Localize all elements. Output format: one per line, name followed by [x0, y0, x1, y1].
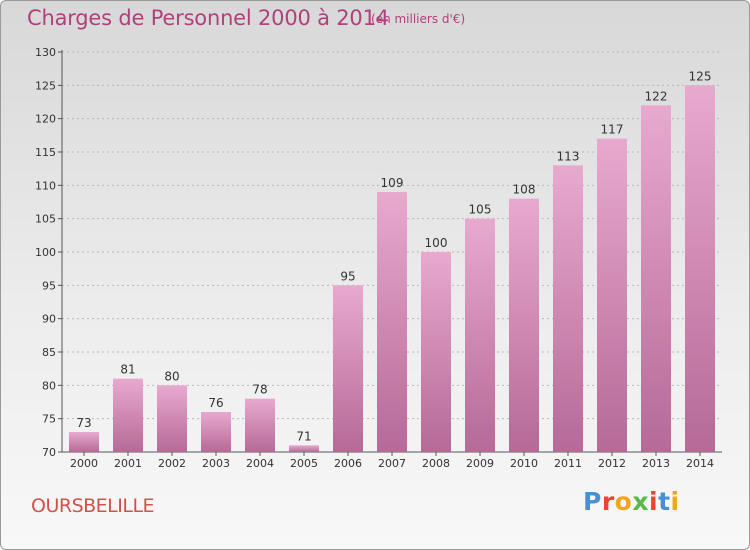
x-tick-label: 2013 [642, 457, 670, 470]
y-tick-label: 75 [42, 413, 56, 426]
proxiti-logo-letter: P [583, 487, 602, 516]
y-tick-label: 80 [42, 379, 56, 392]
y-tick-label: 130 [35, 46, 56, 59]
x-tick-label: 2014 [686, 457, 714, 470]
x-tick-label: 2000 [70, 457, 98, 470]
data-label: 117 [601, 123, 624, 137]
chart-title: Charges de Personnel 2000 à 2014 [27, 6, 389, 30]
data-label: 100 [425, 236, 448, 250]
bar [465, 218, 495, 452]
data-label: 109 [381, 176, 404, 190]
bar [69, 432, 99, 452]
x-tick-label: 2008 [422, 457, 450, 470]
x-tick-label: 2003 [202, 457, 230, 470]
data-label: 105 [469, 203, 492, 217]
proxiti-logo-letter: i [649, 487, 659, 516]
data-label: 78 [252, 383, 267, 397]
bar [553, 165, 583, 453]
bar [289, 445, 319, 452]
y-tick-label: 95 [42, 279, 56, 292]
bar [509, 198, 539, 452]
bar [245, 398, 275, 452]
x-tick-label: 2002 [158, 457, 186, 470]
data-label: 71 [296, 429, 311, 443]
y-tick-label: 100 [35, 246, 56, 259]
data-label: 76 [208, 396, 223, 410]
data-label: 81 [120, 363, 135, 377]
y-tick-label: 70 [42, 446, 56, 459]
commune-name: OURSBELILLE [31, 495, 155, 517]
y-tick-label: 90 [42, 313, 56, 326]
x-tick-label: 2011 [554, 457, 582, 470]
proxiti-logo: Proxiti [583, 487, 680, 516]
proxiti-logo-letter: r [601, 487, 615, 516]
data-label: 80 [164, 369, 179, 383]
bar [641, 105, 671, 452]
data-label: 95 [340, 269, 355, 283]
x-tick-label: 2006 [334, 457, 362, 470]
data-label: 73 [76, 416, 91, 430]
x-tick-label: 2001 [114, 457, 142, 470]
y-tick-label: 110 [35, 179, 56, 192]
y-tick-label: 105 [35, 213, 56, 226]
proxiti-logo-letter: o [614, 487, 633, 516]
bar [113, 378, 143, 452]
x-tick-label: 2005 [290, 457, 318, 470]
y-tick-label: 120 [35, 113, 56, 126]
x-tick-label: 2009 [466, 457, 494, 470]
proxiti-logo-letter: i [670, 487, 680, 516]
bar [157, 385, 187, 452]
y-tick-label: 85 [42, 346, 56, 359]
bar [377, 192, 407, 452]
bar [421, 252, 451, 452]
y-tick-label: 115 [35, 146, 56, 159]
proxiti-logo-letter: t [658, 487, 671, 516]
x-tick-label: 2004 [246, 457, 274, 470]
bar [685, 85, 715, 452]
proxiti-logo-letter: x [632, 487, 649, 516]
x-tick-label: 2007 [378, 457, 406, 470]
bar [333, 285, 363, 452]
chart-subtitle: (en milliers d'€) [371, 12, 466, 26]
data-label: 108 [513, 183, 536, 197]
y-tick-label: 125 [35, 79, 56, 92]
bar [597, 138, 627, 452]
x-tick-label: 2012 [598, 457, 626, 470]
data-label: 122 [645, 89, 668, 103]
data-label: 125 [689, 69, 712, 83]
data-label: 113 [557, 149, 580, 163]
x-tick-label: 2010 [510, 457, 538, 470]
bar [201, 412, 231, 452]
